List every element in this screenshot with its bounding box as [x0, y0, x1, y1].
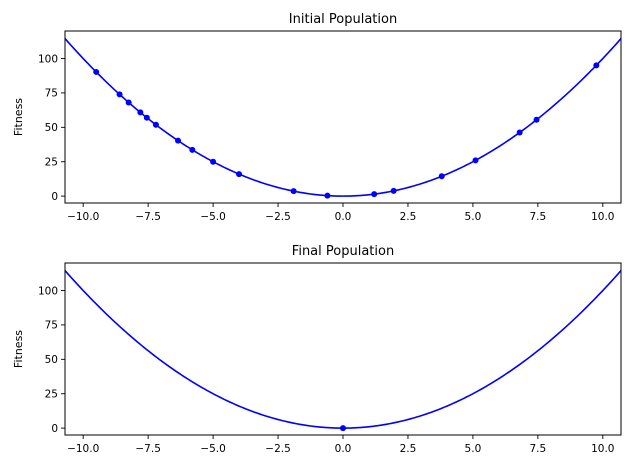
population-point — [340, 425, 346, 432]
population-point — [472, 157, 479, 164]
population-point — [210, 158, 217, 165]
fitness-curve — [65, 270, 621, 429]
population-point — [152, 121, 159, 128]
population-point — [236, 171, 243, 178]
x-tick-label: −7.5 — [135, 211, 161, 223]
population-point — [516, 129, 523, 136]
chart-title: Initial Population — [289, 12, 397, 27]
x-tick-label: −5.0 — [200, 211, 226, 223]
population-point — [189, 146, 196, 153]
y-tick-label: 50 — [45, 122, 58, 134]
population-point — [438, 173, 445, 180]
population-point — [175, 137, 182, 144]
y-tick-label: 50 — [45, 354, 58, 366]
plot-frame — [64, 262, 622, 436]
x-tick-label: 10.0 — [591, 443, 614, 455]
x-tick-label: 10.0 — [591, 211, 614, 223]
population-point — [290, 188, 297, 195]
population-point — [93, 68, 100, 75]
y-tick-label: 25 — [45, 389, 58, 401]
y-tick-label: 75 — [45, 88, 58, 100]
population-point — [593, 62, 600, 69]
x-tick-label: −10.0 — [67, 211, 99, 223]
x-tick-label: 5.0 — [465, 443, 482, 455]
population-point — [125, 99, 132, 106]
y-tick-label: 100 — [38, 285, 58, 297]
chart-title: Final Population — [292, 244, 394, 259]
population-point — [137, 109, 144, 116]
x-tick-label: 7.5 — [530, 443, 547, 455]
subplot-1: −10.0 −7.5 −5.0 −2.5 0.0 2.5 5.0 7.5 10.0 0 25 50 75… — [12, 12, 622, 223]
x-tick-label: −7.5 — [135, 443, 161, 455]
y-tick-label: 100 — [38, 53, 58, 65]
x-tick-label: 2.5 — [400, 443, 417, 455]
population-point — [533, 116, 540, 123]
x-tick-label: 5.0 — [465, 211, 482, 223]
x-tick-label: −5.0 — [200, 443, 226, 455]
population-point — [324, 192, 331, 199]
subplot-2: −10.0 −7.5 −5.0 −2.5 0.0 2.5 5.0 7.5 10.0 0 25 50 75… — [12, 244, 622, 455]
x-tick-label: −10.0 — [67, 443, 99, 455]
x-tick-label: 0.0 — [335, 211, 352, 223]
y-axis-label: Fitness — [12, 330, 25, 368]
y-tick-label: 75 — [45, 320, 58, 332]
x-tick-label: −2.5 — [265, 443, 291, 455]
x-tick-label: −2.5 — [265, 211, 291, 223]
y-axis-label: Fitness — [12, 98, 25, 136]
x-tick-label: 0.0 — [335, 443, 352, 455]
population-point — [371, 191, 378, 198]
y-tick-label: 25 — [45, 157, 58, 169]
x-tick-label: 2.5 — [400, 211, 417, 223]
y-tick-label: 0 — [51, 191, 58, 203]
y-tick-label: 0 — [51, 423, 58, 435]
population-point — [116, 91, 123, 98]
population-point — [390, 187, 397, 194]
x-tick-label: 7.5 — [530, 211, 547, 223]
population-point — [143, 114, 150, 121]
